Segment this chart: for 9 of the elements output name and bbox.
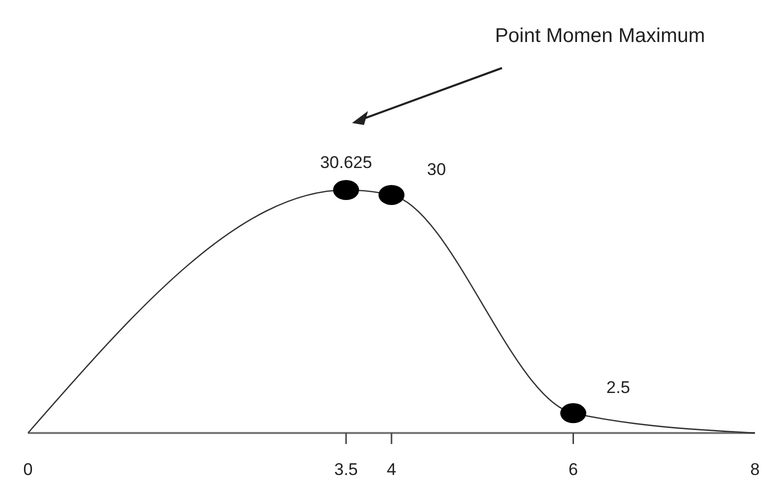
- x-tick-label: 3.5: [334, 460, 358, 479]
- x-tick-label: 6: [568, 460, 578, 479]
- data-label: 30: [427, 160, 446, 179]
- x-tick-label: 8: [750, 460, 760, 479]
- text: Point Momen Maximum: [494, 25, 706, 47]
- data-label: 30.625: [320, 153, 372, 172]
- x-tick-label: 4: [386, 460, 396, 479]
- x-tick-label: 0: [23, 460, 33, 479]
- data-label: 2.5: [606, 378, 630, 398]
